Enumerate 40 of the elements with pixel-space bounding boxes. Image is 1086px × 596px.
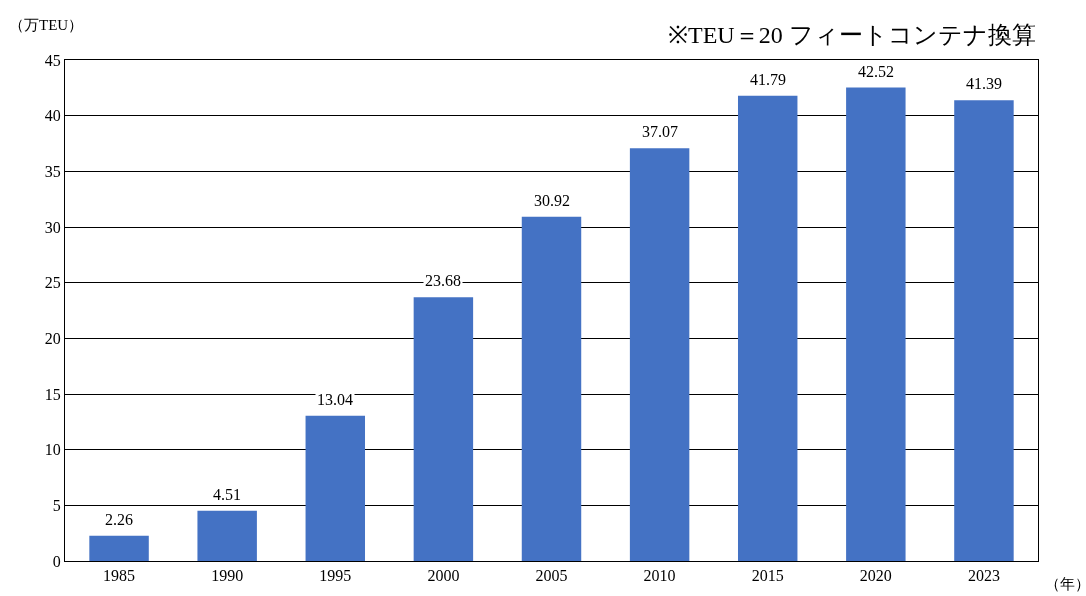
x-tick-label: 2005 — [535, 567, 568, 585]
x-tick-label: 1990 — [211, 567, 244, 585]
bar — [197, 510, 257, 561]
data-label: 41.79 — [750, 71, 786, 88]
y-axis-title: （万TEU） — [9, 17, 84, 33]
y-tick-label: 45 — [44, 51, 61, 69]
y-tick-label: 30 — [44, 218, 61, 236]
bar — [89, 535, 149, 561]
data-label: 23.68 — [425, 272, 461, 289]
x-tick-label: 2010 — [643, 567, 676, 585]
data-label: 30.92 — [534, 192, 570, 209]
bar — [305, 415, 366, 561]
y-tick-label: 35 — [44, 162, 61, 180]
data-label: 37.07 — [642, 123, 678, 140]
x-tick-label: 2015 — [751, 567, 784, 585]
bar — [521, 216, 582, 561]
x-tick-label: 2000 — [427, 567, 460, 585]
data-label: 42.52 — [858, 63, 894, 80]
y-tick-label: 40 — [44, 107, 61, 125]
bar — [954, 100, 1014, 561]
data-label: 2.26 — [105, 511, 133, 528]
y-tick-label: 20 — [44, 329, 61, 347]
chart-title: ※TEU＝20 フィートコンテナ換算 — [668, 22, 1036, 48]
y-tick-label: 25 — [44, 274, 61, 292]
bar — [737, 95, 798, 561]
x-tick-label: 2020 — [859, 567, 892, 585]
data-label: 4.51 — [213, 486, 241, 503]
bar — [629, 148, 690, 561]
bar — [846, 87, 906, 561]
x-axis-title: （年） — [1045, 576, 1086, 592]
y-tick-label: 5 — [52, 496, 61, 514]
y-tick-label: 0 — [52, 552, 61, 570]
y-tick-label: 15 — [44, 385, 61, 403]
data-label: 41.39 — [966, 75, 1002, 92]
x-tick-label: 1985 — [103, 567, 136, 585]
data-label: 13.04 — [317, 391, 353, 408]
x-tick-label: 2023 — [967, 567, 1000, 585]
x-tick-label: 1995 — [319, 567, 352, 585]
y-tick-label: 10 — [44, 441, 61, 459]
bar — [413, 297, 474, 561]
